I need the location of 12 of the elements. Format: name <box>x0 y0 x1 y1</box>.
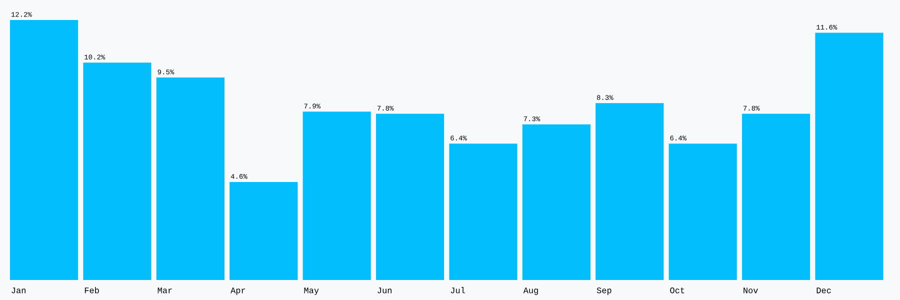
x-tick-label: Jun <box>378 288 392 294</box>
x-tick-label: Jan <box>12 288 26 294</box>
x-tick-label: Feb <box>84 287 99 294</box>
x-tick-label: May <box>304 288 319 295</box>
x-tick-label: Dec <box>816 288 831 294</box>
x-tick-label: Oct <box>670 288 684 294</box>
x-tick-label: Nov <box>744 288 758 294</box>
x-tick-label: Jul <box>450 287 465 294</box>
x-tick-label: Apr <box>230 288 246 295</box>
x-tick-label: Mar <box>158 288 172 294</box>
x-tick-label: Sep <box>596 288 612 295</box>
x-tick-label: Aug <box>523 288 538 295</box>
